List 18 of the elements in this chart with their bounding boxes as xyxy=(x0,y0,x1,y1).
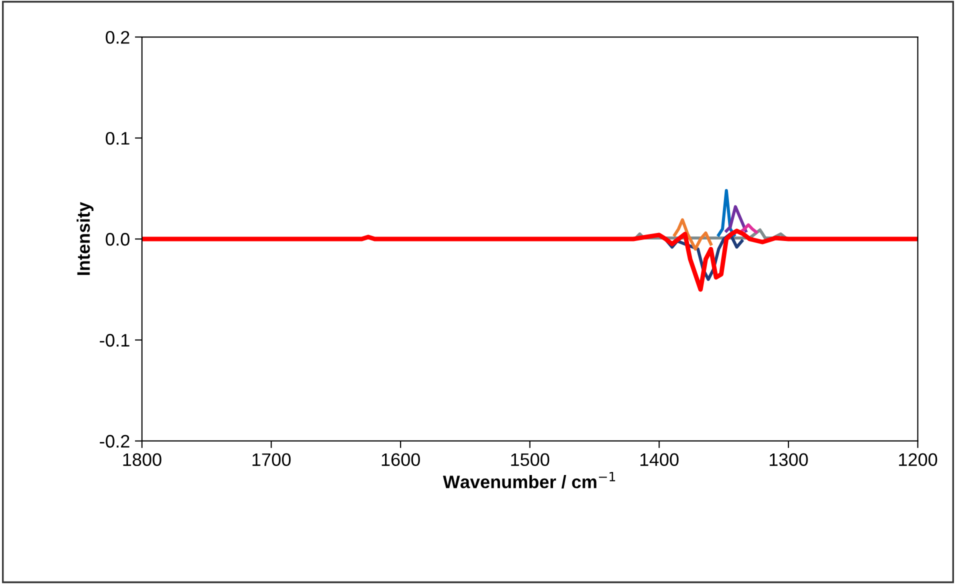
line-series xyxy=(142,228,918,292)
y-axis-title: Intensity xyxy=(76,202,94,275)
line-series xyxy=(724,205,748,232)
y-tick-label: 0.2 xyxy=(106,30,130,44)
x-tick-label: 1200 xyxy=(899,453,938,466)
x-axis-title: Wavenumber / cm$^{−1}$ xyxy=(442,472,616,488)
y-tick-label: 0.0 xyxy=(106,232,130,246)
x-tick-label: 1400 xyxy=(640,453,679,466)
x-tick-label: 1700 xyxy=(252,453,291,466)
y-tick-label: 0.1 xyxy=(106,132,130,145)
y-tick-label: -0.2 xyxy=(100,434,130,448)
x-tick-label: 1500 xyxy=(511,453,550,466)
y-tick-label: -0.1 xyxy=(100,334,130,347)
x-tick-label: 1800 xyxy=(123,453,162,466)
x-tick-label: 1300 xyxy=(770,453,808,466)
line-series xyxy=(673,218,712,251)
x-tick-label: 1600 xyxy=(382,453,420,466)
line-series xyxy=(740,223,758,234)
